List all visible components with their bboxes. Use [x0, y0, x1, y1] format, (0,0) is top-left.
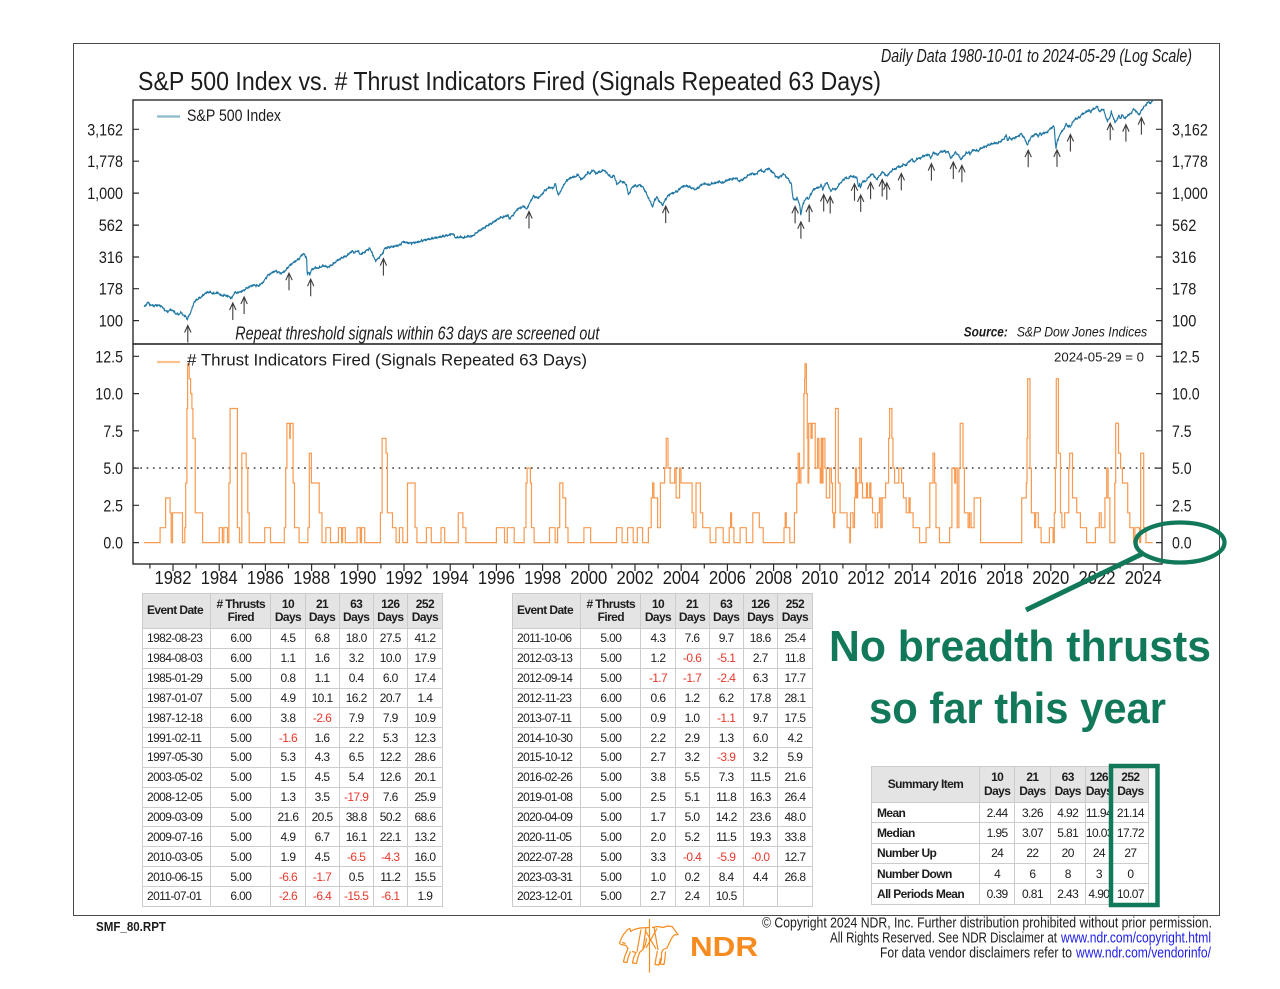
svg-text:SMF_80.RPT: SMF_80.RPT: [96, 920, 166, 934]
svg-text:www.ndr.com/vendorinfo/: www.ndr.com/vendorinfo/: [1075, 946, 1212, 962]
svg-text:All Rights Reserved. See NDR D: All Rights Reserved. See NDR Disclaimer …: [830, 931, 1057, 947]
svg-text:For data vendor disclaimers re: For data vendor disclaimers refer to: [880, 946, 1072, 962]
svg-text:© Copyright 2024 NDR, Inc. Fur: © Copyright 2024 NDR, Inc. Further distr…: [762, 916, 1212, 932]
svg-text:www.ndr.com/copyright.html: www.ndr.com/copyright.html: [1060, 931, 1211, 947]
svg-text:NDR: NDR: [690, 931, 758, 962]
